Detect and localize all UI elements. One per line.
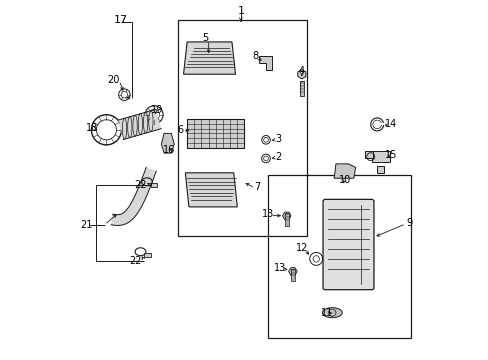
Bar	[187, 119, 244, 148]
Text: 7: 7	[253, 182, 260, 192]
Bar	[144, 253, 150, 257]
Bar	[364, 151, 372, 158]
Text: 12: 12	[295, 243, 307, 253]
Polygon shape	[118, 109, 161, 139]
Text: 2: 2	[275, 152, 281, 162]
Polygon shape	[333, 164, 355, 178]
Polygon shape	[258, 56, 272, 70]
Text: 16: 16	[163, 144, 175, 154]
Text: 6: 6	[177, 125, 183, 135]
Text: 18: 18	[86, 123, 98, 133]
Polygon shape	[297, 69, 305, 79]
FancyBboxPatch shape	[323, 199, 373, 290]
Text: 11: 11	[320, 308, 332, 318]
Text: 8: 8	[252, 51, 258, 61]
Text: 22: 22	[129, 256, 141, 266]
Text: 5: 5	[202, 33, 208, 43]
Text: 20: 20	[107, 75, 120, 85]
Text: 15: 15	[385, 150, 397, 160]
Polygon shape	[111, 167, 156, 225]
Text: 13: 13	[261, 209, 273, 219]
Bar	[290, 269, 294, 281]
Polygon shape	[183, 42, 235, 74]
Text: 14: 14	[385, 120, 397, 129]
Bar	[371, 151, 389, 162]
Polygon shape	[288, 268, 297, 275]
Bar	[267, 175, 410, 338]
Bar	[178, 21, 306, 235]
Text: 1: 1	[237, 6, 244, 17]
Text: 17: 17	[114, 15, 127, 26]
Bar	[150, 183, 157, 187]
Text: 10: 10	[338, 175, 350, 185]
Bar	[376, 166, 384, 173]
Polygon shape	[161, 134, 174, 153]
Text: 22: 22	[134, 180, 146, 190]
Bar	[285, 213, 288, 226]
Text: 3: 3	[275, 134, 281, 144]
Text: 21: 21	[80, 220, 92, 230]
Text: 9: 9	[406, 218, 412, 228]
Polygon shape	[185, 173, 237, 207]
Text: 13: 13	[274, 263, 286, 273]
Ellipse shape	[322, 308, 342, 318]
Polygon shape	[282, 212, 290, 220]
Text: 4: 4	[298, 66, 305, 76]
Bar	[299, 81, 304, 96]
Text: 19: 19	[150, 105, 163, 115]
